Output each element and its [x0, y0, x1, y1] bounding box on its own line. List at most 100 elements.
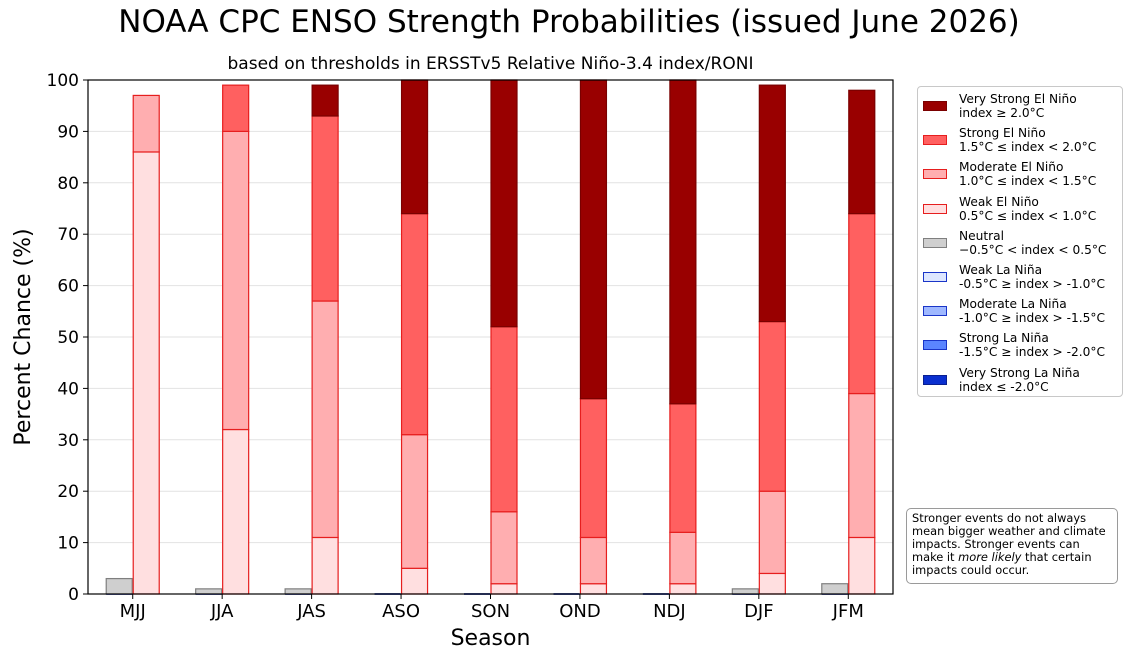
note-emphasis: more likely [958, 550, 1022, 564]
legend-label: Very Strong La Niña index ≤ -2.0°C [959, 366, 1080, 394]
legend-label-range: -0.5°C ≥ index > -1.0°C [959, 277, 1106, 291]
note-line: make it more likely that certain [912, 551, 1112, 564]
legend-label-name: Neutral [959, 228, 1004, 243]
bar-el-nino [579, 398, 608, 539]
note-line: mean bigger weather and climate [912, 524, 1106, 538]
bar-el-nino [758, 84, 786, 323]
legend-swatch [923, 169, 947, 180]
legend-item: Moderate La Niña -1.0°C ≥ index > -1.5°C [918, 297, 1122, 329]
x-tick-label: SON [471, 601, 510, 622]
bar-el-nino [848, 392, 876, 539]
legend-label: Neutral −0.5°C < index < 0.5°C [959, 229, 1106, 257]
y-tick-label: 40 [57, 379, 79, 399]
legend-label-range: 0.5°C ≤ index < 1.0°C [959, 208, 1097, 223]
x-tick-label: JFM [832, 601, 864, 622]
legend-label-range: index ≤ -2.0°C [959, 379, 1049, 394]
note-line: impacts could occur. [912, 563, 1030, 577]
legend-item: Strong El Niño 1.5°C ≤ index < 2.0°C [918, 126, 1122, 158]
bar-el-nino [848, 213, 876, 395]
bar-el-nino [400, 213, 429, 436]
y-tick-label: 50 [57, 328, 79, 348]
legend-swatch [923, 203, 947, 214]
bar-neutral [284, 588, 312, 595]
x-tick-label: OND [559, 601, 601, 622]
bar-el-nino [311, 115, 339, 302]
legend-swatch [923, 237, 947, 248]
x-tick-label: NDJ [653, 601, 686, 622]
legend-label-range: 1.5°C ≤ index < 2.0°C [959, 140, 1097, 155]
legend-label: Very Strong El Niño index ≥ 2.0°C [959, 92, 1077, 120]
bar-el-nino [848, 536, 876, 595]
legend-label-range: -1.5°C ≥ index > -2.0°C [959, 345, 1106, 360]
legend-label-range: −0.5°C < index < 0.5°C [959, 242, 1107, 257]
legend-swatch [923, 101, 947, 111]
y-tick-label: 90 [57, 122, 79, 142]
legend-label-name: Weak La Niña [959, 263, 1043, 277]
bar-el-nino [311, 300, 339, 539]
note-line: impacts. Stronger events can [912, 537, 1080, 551]
legend-label-name: Weak El Niño [959, 194, 1039, 209]
legend-item: Moderate El Niño 1.0°C ≤ index < 1.5°C [918, 160, 1122, 192]
y-tick-label: 30 [57, 431, 79, 451]
bar-el-nino [400, 567, 429, 595]
bar-el-nino [132, 151, 160, 595]
chart-subtitle: based on thresholds in ERSSTv5 Relative … [227, 54, 754, 74]
note-line: Stronger events do not always [912, 511, 1087, 525]
y-tick-label: 80 [57, 174, 79, 194]
y-tick-label: 20 [57, 482, 79, 502]
legend-swatch [923, 340, 947, 351]
legend-label: Moderate El Niño 1.0°C ≤ index < 1.5°C [959, 160, 1096, 188]
legend-label: Moderate La Niña -1.0°C ≥ index > -1.5°C [959, 297, 1105, 325]
bar-el-nino [311, 536, 339, 595]
legend-label: Weak El Niño 0.5°C ≤ index < 1.0°C [959, 195, 1096, 223]
bar-el-nino [222, 130, 250, 431]
legend-label-range: index ≥ 2.0°C [959, 106, 1045, 120]
legend-label-range: 1.0°C ≤ index < 1.5°C [959, 174, 1097, 189]
x-tick-label: MJJ [120, 601, 146, 622]
legend-label-name: Moderate La Niña [959, 297, 1067, 312]
bar-neutral [195, 588, 223, 595]
bar-el-nino [400, 79, 429, 215]
note-text: that certain [1021, 550, 1092, 564]
x-tick-label: JJA [210, 601, 234, 622]
bar-neutral [731, 588, 759, 595]
legend-swatch [923, 374, 947, 385]
y-tick-label: 10 [57, 534, 79, 554]
bar-el-nino [311, 84, 339, 117]
y-axis-label: Percent Chance (%) [11, 228, 36, 445]
legend-swatch [923, 306, 947, 317]
legend-label-range: -1.0°C ≥ index > -1.5°C [959, 311, 1106, 326]
legend-swatch [923, 272, 947, 282]
bar-el-nino [579, 536, 608, 585]
legend-label-name: Very Strong La Niña [959, 365, 1080, 380]
bar-el-nino [400, 434, 429, 569]
bar-el-nino [222, 428, 250, 595]
chart-title: NOAA CPC ENSO Strength Probabilities (is… [118, 4, 1020, 40]
legend-item: Very Strong El Niño index ≥ 2.0°C [918, 92, 1122, 124]
x-tick-label: ASO [382, 601, 420, 622]
bar-el-nino [579, 583, 608, 595]
bar-el-nino [490, 326, 518, 513]
legend-swatch [923, 135, 947, 146]
bar-el-nino [758, 490, 786, 575]
bar-el-nino [669, 79, 697, 405]
bar-el-nino [222, 84, 250, 132]
y-tick-label: 60 [57, 277, 79, 297]
note-text: make it [912, 550, 959, 564]
x-tick-label: DJF [744, 601, 774, 622]
bar-el-nino [758, 320, 786, 492]
legend-item: Weak La Niña -0.5°C ≥ index > -1.0°C [918, 263, 1122, 295]
bar-el-nino [490, 583, 518, 595]
y-tick-label: 100 [47, 71, 79, 91]
bar-el-nino [669, 531, 697, 585]
legend-item: Strong La Niña -1.5°C ≥ index > -2.0°C [918, 331, 1122, 363]
chart-canvas: MJJ JJA JAS ASO SON OND NDJ DJF JFM 0 10 20 30 40 50 60… [11, 71, 894, 650]
legend-label-name: Strong La Niña [959, 331, 1049, 346]
note-box: Stronger events do not always mean bigge… [906, 508, 1118, 584]
bar-el-nino [669, 583, 697, 595]
bar-neutral [105, 577, 133, 595]
bar-el-nino [848, 89, 876, 215]
bar-neutral [821, 583, 849, 595]
legend-item: Weak El Niño 0.5°C ≤ index < 1.0°C [918, 195, 1122, 227]
bar-el-nino [490, 79, 518, 328]
